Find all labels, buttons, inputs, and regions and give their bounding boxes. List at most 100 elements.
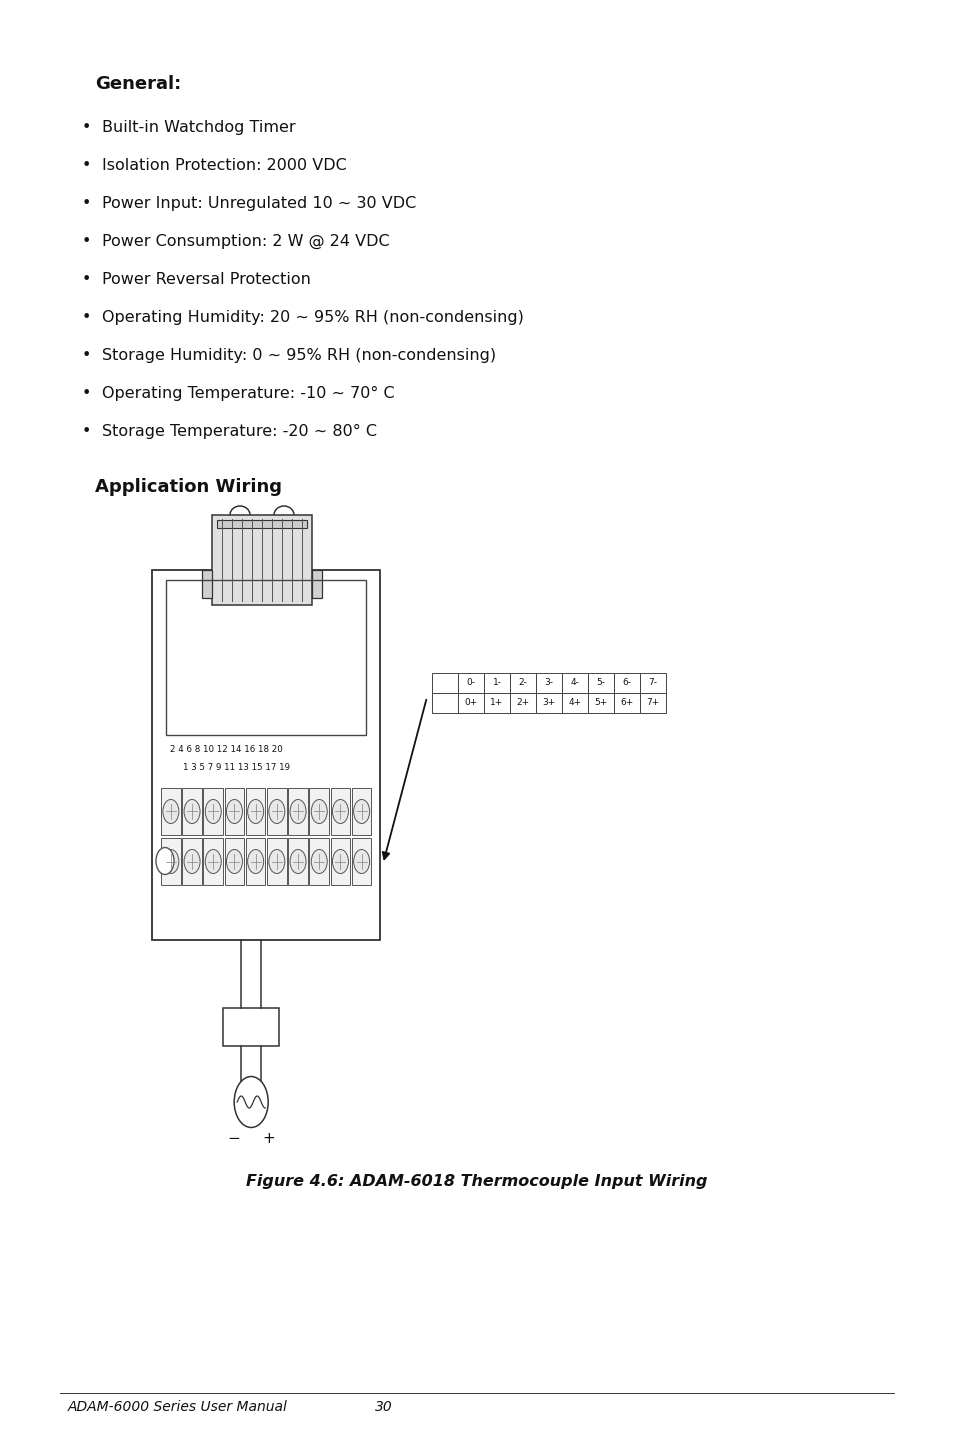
Text: 5-: 5- xyxy=(596,678,605,688)
Text: 4-: 4- xyxy=(570,678,578,688)
Bar xyxy=(212,515,312,605)
Text: 3-: 3- xyxy=(544,678,553,688)
Bar xyxy=(614,694,639,714)
Bar xyxy=(246,838,265,885)
Bar xyxy=(267,838,287,885)
Bar xyxy=(203,788,223,835)
Text: Built-in Watchdog Timer: Built-in Watchdog Timer xyxy=(102,120,295,134)
Text: •: • xyxy=(82,425,91,439)
Text: Storage Temperature: -20 ~ 80° C: Storage Temperature: -20 ~ 80° C xyxy=(102,425,376,439)
Text: ADAM-6000 Series User Manual: ADAM-6000 Series User Manual xyxy=(68,1400,288,1414)
Text: 3+: 3+ xyxy=(542,698,555,708)
Text: −: − xyxy=(228,1131,240,1145)
Circle shape xyxy=(184,849,200,874)
Bar xyxy=(182,838,202,885)
Bar xyxy=(203,838,223,885)
Bar xyxy=(161,838,180,885)
Bar xyxy=(288,838,308,885)
Bar xyxy=(152,571,379,940)
Bar xyxy=(536,694,561,714)
Text: 7-: 7- xyxy=(648,678,657,688)
Text: Power Consumption: 2 W @ 24 VDC: Power Consumption: 2 W @ 24 VDC xyxy=(102,235,389,249)
Circle shape xyxy=(205,849,221,874)
Circle shape xyxy=(354,799,369,824)
Bar xyxy=(331,788,350,835)
Circle shape xyxy=(163,799,178,824)
Circle shape xyxy=(163,849,178,874)
Text: Power Input: Unregulated 10 ~ 30 VDC: Power Input: Unregulated 10 ~ 30 VDC xyxy=(102,196,416,212)
Text: 1-: 1- xyxy=(492,678,501,688)
Circle shape xyxy=(332,849,348,874)
Text: •: • xyxy=(82,310,91,325)
Text: 0+: 0+ xyxy=(464,698,477,708)
Text: 6-: 6- xyxy=(622,678,631,688)
Text: •: • xyxy=(82,157,91,173)
Text: •: • xyxy=(82,347,91,363)
Bar xyxy=(483,674,510,694)
Text: •: • xyxy=(82,235,91,249)
Circle shape xyxy=(248,849,263,874)
Circle shape xyxy=(156,848,173,875)
Bar xyxy=(510,694,536,714)
Bar xyxy=(483,694,510,714)
Circle shape xyxy=(248,799,263,824)
Text: Operating Temperature: -10 ~ 70° C: Operating Temperature: -10 ~ 70° C xyxy=(102,386,395,400)
Circle shape xyxy=(354,849,369,874)
Bar xyxy=(309,788,329,835)
Text: •: • xyxy=(82,120,91,134)
Bar xyxy=(614,674,639,694)
Text: Application Wiring: Application Wiring xyxy=(95,478,282,496)
Circle shape xyxy=(332,799,348,824)
Circle shape xyxy=(233,1077,268,1127)
Bar xyxy=(182,788,202,835)
Text: +: + xyxy=(262,1131,274,1145)
Bar xyxy=(561,694,587,714)
Text: 1+: 1+ xyxy=(490,698,503,708)
Circle shape xyxy=(311,849,327,874)
Bar xyxy=(312,571,322,598)
Text: General:: General: xyxy=(95,74,181,93)
Text: Storage Humidity: 0 ~ 95% RH (non-condensing): Storage Humidity: 0 ~ 95% RH (non-conden… xyxy=(102,347,496,363)
Bar xyxy=(536,674,561,694)
Circle shape xyxy=(269,799,285,824)
Bar xyxy=(510,674,536,694)
Bar xyxy=(639,694,665,714)
Text: 2 4 6 8 10 12 14 16 18 20: 2 4 6 8 10 12 14 16 18 20 xyxy=(170,745,282,754)
Circle shape xyxy=(205,799,221,824)
Bar xyxy=(246,788,265,835)
Bar xyxy=(587,694,614,714)
Bar xyxy=(352,788,371,835)
Text: 1 3 5 7 9 11 13 15 17 19: 1 3 5 7 9 11 13 15 17 19 xyxy=(183,764,290,772)
Bar xyxy=(309,838,329,885)
Bar xyxy=(639,674,665,694)
Circle shape xyxy=(290,799,306,824)
Bar xyxy=(267,788,287,835)
Text: Operating Humidity: 20 ~ 95% RH (non-condensing): Operating Humidity: 20 ~ 95% RH (non-con… xyxy=(102,310,523,325)
Bar xyxy=(166,581,366,735)
Text: Power Reversal Protection: Power Reversal Protection xyxy=(102,272,311,287)
Bar xyxy=(352,838,371,885)
Bar xyxy=(432,674,457,694)
Bar xyxy=(457,674,483,694)
Bar xyxy=(224,788,244,835)
Text: 6+: 6+ xyxy=(619,698,633,708)
Bar xyxy=(223,1008,279,1045)
Bar xyxy=(288,788,308,835)
Bar xyxy=(561,674,587,694)
Text: 30: 30 xyxy=(375,1400,393,1414)
Bar xyxy=(457,694,483,714)
Text: 2-: 2- xyxy=(518,678,527,688)
Text: •: • xyxy=(82,196,91,212)
Text: 7+: 7+ xyxy=(646,698,659,708)
Circle shape xyxy=(269,849,285,874)
Circle shape xyxy=(226,799,242,824)
Circle shape xyxy=(290,849,306,874)
Bar xyxy=(331,838,350,885)
Text: •: • xyxy=(82,272,91,287)
Text: Figure 4.6: ADAM-6018 Thermocouple Input Wiring: Figure 4.6: ADAM-6018 Thermocouple Input… xyxy=(246,1174,707,1188)
Bar xyxy=(161,788,180,835)
Bar xyxy=(224,838,244,885)
Circle shape xyxy=(184,799,200,824)
Bar xyxy=(587,674,614,694)
Bar xyxy=(216,521,307,528)
